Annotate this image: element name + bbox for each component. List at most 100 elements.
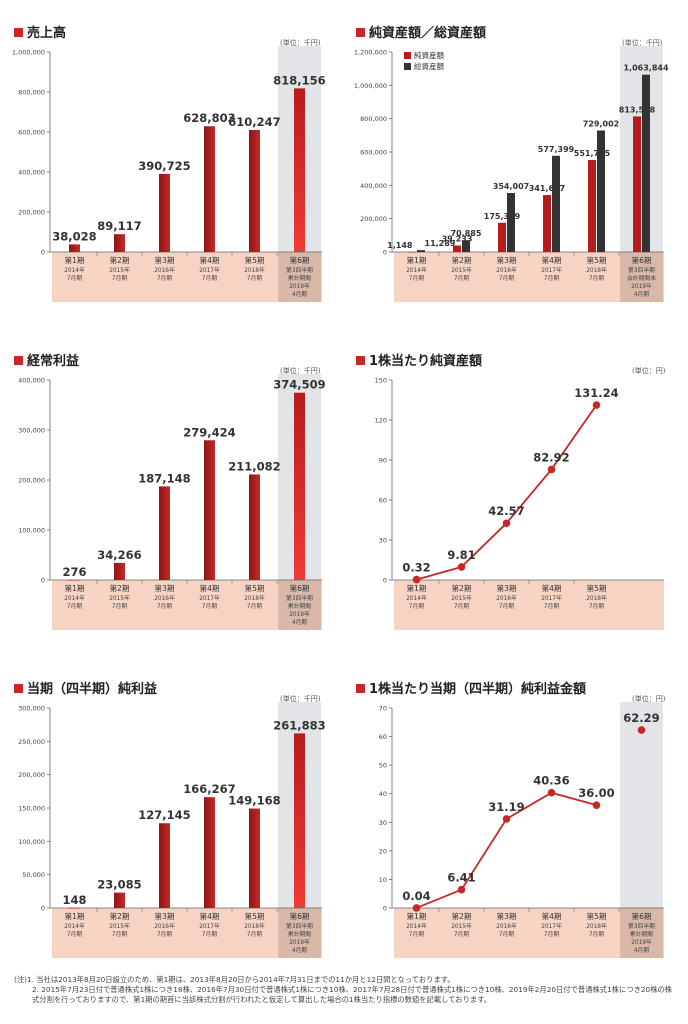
category-label: 第3期 bbox=[155, 911, 175, 921]
y-tick-label: 0 bbox=[383, 249, 387, 257]
category-sublabel: 第3四半期 bbox=[628, 922, 655, 930]
data-label: 276 bbox=[62, 565, 86, 579]
category-sublabel: 7月期 bbox=[67, 931, 82, 938]
category-label: 第5期 bbox=[245, 255, 265, 265]
sales-chart: 0 200,000 400,000 600,000 800,000 1,000,000 第1… bbox=[12, 46, 326, 302]
category-sublabel: 第3四半期 bbox=[286, 922, 313, 930]
net-assets-chart: 0 200,000 400,000 600,000 800,000 1,000,000 1,… bbox=[354, 46, 669, 302]
category-sublabel: 7月期 bbox=[247, 931, 262, 938]
bar bbox=[417, 250, 425, 252]
category-sublabel: 7月期 bbox=[589, 603, 604, 610]
category-sublabel: 7月期 bbox=[409, 931, 424, 938]
category-sublabel: 7月期 bbox=[499, 931, 514, 938]
y-tick-label: 100,000 bbox=[18, 527, 45, 535]
category-sublabel: 2015年 bbox=[109, 266, 130, 274]
y-tick-label: 1,000,000 bbox=[354, 82, 387, 90]
legend-label: 純資産額 bbox=[414, 50, 444, 60]
category-sublabel: 2017年 bbox=[199, 266, 220, 274]
data-label: 551,715 bbox=[574, 149, 611, 158]
y-tick-label: 0 bbox=[383, 905, 387, 913]
data-label: 577,399 bbox=[538, 145, 575, 154]
category-label: 第3期 bbox=[497, 583, 517, 593]
category-label: 第6期 bbox=[290, 255, 310, 265]
data-point bbox=[502, 815, 511, 823]
bar bbox=[69, 244, 80, 252]
highlight-band-cell bbox=[620, 252, 663, 302]
category-sublabel: 7月期 bbox=[247, 275, 262, 282]
category-sublabel: 2017年 bbox=[199, 922, 220, 930]
y-tick-label: 50 bbox=[379, 762, 387, 770]
y-tick-label: 800,000 bbox=[360, 115, 387, 123]
bar bbox=[294, 88, 305, 252]
category-sublabel: 2016年 bbox=[154, 594, 175, 602]
bar bbox=[204, 440, 215, 580]
category-sublabel: 7月期 bbox=[157, 931, 172, 938]
y-tick-label: 10 bbox=[379, 876, 387, 884]
legend-swatch bbox=[404, 52, 411, 59]
data-label: 23,085 bbox=[97, 878, 141, 892]
unit-label: (単位：千円) bbox=[280, 695, 321, 703]
category-sublabel: 7月期 bbox=[499, 603, 514, 610]
category-sublabel: 2018年 bbox=[244, 266, 265, 274]
data-label: 39,233 bbox=[442, 234, 473, 243]
y-tick-label: 800,000 bbox=[18, 89, 45, 97]
data-point bbox=[457, 885, 466, 894]
data-label: 9.81 bbox=[447, 548, 475, 562]
data-label: 31.19 bbox=[488, 800, 524, 814]
category-sublabel: 7月期 bbox=[454, 603, 469, 610]
category-sublabel: 2016年 bbox=[154, 266, 175, 274]
title-marker-icon bbox=[356, 356, 365, 365]
chart-title: 純資産額／総資産額 bbox=[356, 22, 486, 41]
y-tick-label: 0 bbox=[41, 577, 45, 585]
category-sublabel: 7月期 bbox=[454, 931, 469, 938]
category-band bbox=[394, 908, 664, 958]
category-sublabel: 2015年 bbox=[451, 922, 472, 930]
title-marker-icon bbox=[14, 28, 23, 37]
bar bbox=[69, 579, 80, 581]
category-sublabel: 7月期 bbox=[157, 275, 172, 282]
category-sublabel: 累計期間 bbox=[630, 930, 653, 938]
y-tick-label: 50,000 bbox=[22, 871, 45, 879]
y-tick-label: 70 bbox=[379, 705, 387, 713]
bar bbox=[114, 562, 125, 580]
category-band bbox=[52, 252, 322, 302]
data-label: 187,148 bbox=[138, 471, 190, 485]
bar bbox=[552, 155, 560, 252]
category-label: 第3期 bbox=[155, 583, 175, 593]
category-sublabel: 第3四半期 bbox=[286, 594, 313, 602]
data-label: 6.41 bbox=[447, 871, 475, 885]
category-label: 第2期 bbox=[452, 911, 472, 921]
data-label: 175,379 bbox=[484, 212, 521, 221]
data-point bbox=[502, 519, 511, 528]
data-label: 36.00 bbox=[578, 786, 614, 800]
category-label: 第5期 bbox=[587, 583, 607, 593]
category-sublabel: 2015年 bbox=[109, 594, 130, 602]
category-sublabel: 7月期 bbox=[67, 275, 82, 282]
y-tick-label: 600,000 bbox=[18, 129, 45, 137]
title-marker-icon bbox=[14, 684, 23, 693]
category-label: 第6期 bbox=[290, 911, 310, 921]
bar bbox=[294, 392, 305, 580]
bar bbox=[159, 823, 170, 908]
y-tick-label: 90 bbox=[379, 457, 387, 465]
bar bbox=[159, 173, 170, 252]
category-sublabel: 2018年 bbox=[586, 922, 607, 930]
bar bbox=[543, 195, 551, 252]
category-sublabel: 2016年 bbox=[496, 922, 517, 930]
bar bbox=[453, 245, 461, 252]
category-label: 第4期 bbox=[200, 255, 220, 265]
net-income-chart: 0 50,000 100,000 150,000 200,000 250,000 300,0… bbox=[18, 702, 326, 958]
footnotes: (注)1. 当社は2013年8月20日設立のため、第1期は、2013年8月20日… bbox=[14, 975, 678, 1005]
y-tick-label: 300,000 bbox=[18, 705, 45, 713]
category-sublabel: 2015年 bbox=[109, 922, 130, 930]
data-label: 818,156 bbox=[273, 73, 325, 87]
category-label: 第1期 bbox=[65, 583, 85, 593]
category-sublabel: 7月期 bbox=[67, 603, 82, 610]
category-sublabel: 2014年 bbox=[64, 266, 85, 274]
data-label: 628,803 bbox=[183, 111, 235, 125]
bar bbox=[69, 907, 80, 909]
category-sublabel: 2018年 bbox=[586, 594, 607, 602]
y-tick-label: 120 bbox=[375, 417, 387, 425]
y-tick-label: 600,000 bbox=[360, 149, 387, 157]
category-label: 第2期 bbox=[452, 583, 472, 593]
